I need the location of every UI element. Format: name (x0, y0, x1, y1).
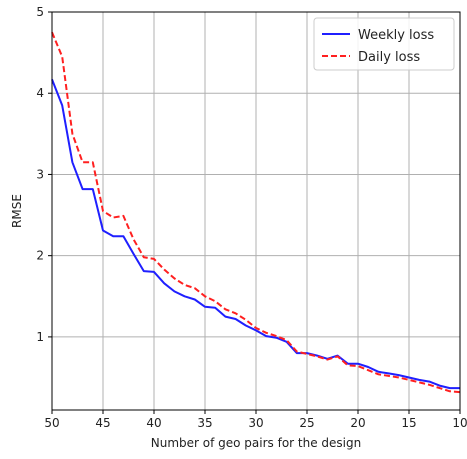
x-tick-label: 25 (299, 416, 314, 430)
y-tick-label: 5 (36, 5, 44, 19)
x-axis: 50 45 40 35 30 25 20 15 10 (44, 410, 467, 430)
y-tick-label: 2 (36, 249, 44, 263)
x-tick-label: 50 (44, 416, 59, 430)
y-axis-label: RMSE (10, 194, 24, 228)
legend-label: Weekly loss (358, 28, 434, 43)
x-tick-label: 10 (452, 416, 467, 430)
legend-label: Daily loss (358, 50, 420, 65)
x-tick-label: 20 (350, 416, 365, 430)
x-axis-label: Number of geo pairs for the design (151, 436, 362, 450)
legend: Weekly loss Daily loss (313, 17, 455, 71)
series-line-1 (51, 79, 460, 390)
grid-lines (51, 11, 461, 410)
x-tick-label: 15 (401, 416, 416, 430)
y-tick-label: 1 (36, 330, 44, 344)
y-axis: 1 2 3 4 5 (36, 5, 52, 344)
x-tick-label: 30 (248, 416, 263, 430)
x-tick-label: 40 (146, 416, 161, 430)
x-tick-label: 35 (197, 416, 212, 430)
y-tick-label: 3 (36, 167, 44, 181)
y-tick-label: 4 (36, 86, 44, 100)
x-tick-label: 45 (95, 416, 110, 430)
series-layer (51, 31, 461, 394)
series-line-2 (51, 31, 461, 394)
